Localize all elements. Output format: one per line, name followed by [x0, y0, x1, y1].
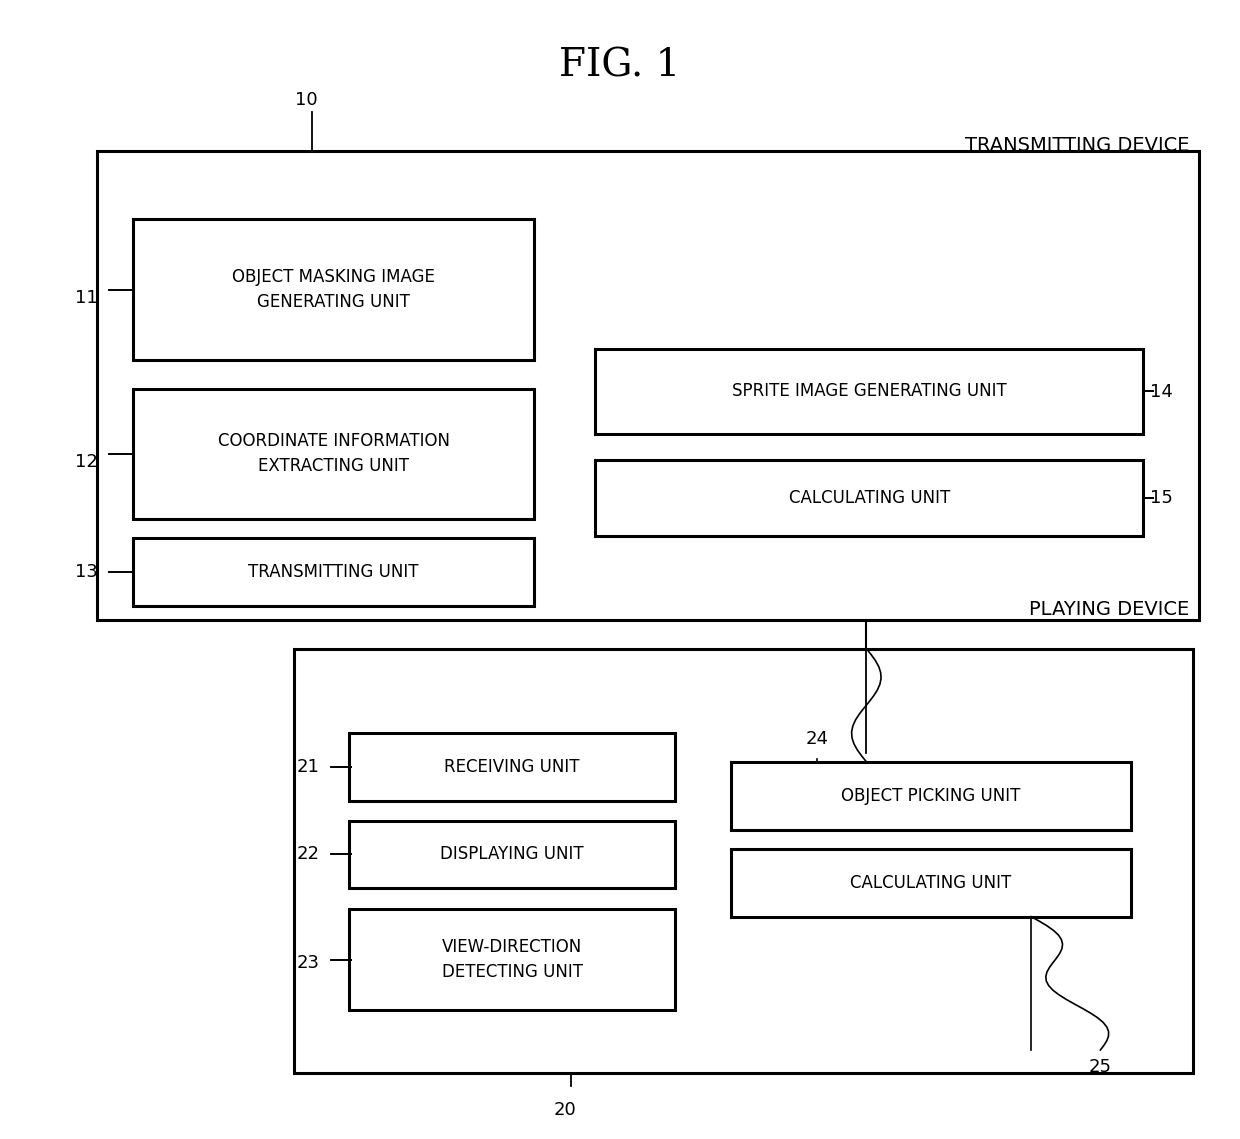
Text: PLAYING DEVICE: PLAYING DEVICE — [1029, 599, 1189, 618]
Text: 10: 10 — [295, 91, 317, 109]
Text: COORDINATE INFORMATION
EXTRACTING UNIT: COORDINATE INFORMATION EXTRACTING UNIT — [218, 432, 450, 475]
Text: DISPLAYING UNIT: DISPLAYING UNIT — [440, 845, 584, 863]
Text: 23: 23 — [296, 954, 320, 972]
Bar — [730, 849, 1131, 917]
Bar — [97, 151, 1199, 621]
Text: 11: 11 — [76, 289, 98, 308]
Text: 20: 20 — [553, 1101, 575, 1118]
Text: 13: 13 — [76, 563, 98, 581]
Bar — [348, 909, 676, 1010]
Text: OBJECT PICKING UNIT: OBJECT PICKING UNIT — [841, 787, 1021, 804]
Bar — [730, 762, 1131, 829]
Text: FIG. 1: FIG. 1 — [559, 48, 681, 84]
Text: SPRITE IMAGE GENERATING UNIT: SPRITE IMAGE GENERATING UNIT — [732, 383, 1007, 401]
Text: TRANSMITTING DEVICE: TRANSMITTING DEVICE — [965, 136, 1189, 155]
Bar — [294, 648, 1193, 1073]
Text: 24: 24 — [806, 730, 828, 748]
Text: 15: 15 — [1151, 490, 1173, 507]
Text: CALCULATING UNIT: CALCULATING UNIT — [851, 874, 1012, 892]
Bar — [595, 349, 1143, 434]
Text: OBJECT MASKING IMAGE
GENERATING UNIT: OBJECT MASKING IMAGE GENERATING UNIT — [232, 268, 435, 311]
Text: 25: 25 — [1089, 1058, 1112, 1076]
Text: TRANSMITTING UNIT: TRANSMITTING UNIT — [248, 563, 419, 581]
Text: RECEIVING UNIT: RECEIVING UNIT — [444, 759, 580, 777]
Bar — [348, 734, 676, 802]
Text: 21: 21 — [296, 759, 320, 777]
Text: 14: 14 — [1151, 383, 1173, 401]
Bar — [134, 538, 533, 606]
Bar — [134, 388, 533, 518]
Bar — [595, 460, 1143, 535]
Text: CALCULATING UNIT: CALCULATING UNIT — [789, 489, 950, 507]
Text: 22: 22 — [296, 845, 320, 863]
Bar — [134, 219, 533, 360]
Text: 12: 12 — [76, 453, 98, 472]
Bar — [348, 820, 676, 888]
Text: VIEW-DIRECTION
DETECTING UNIT: VIEW-DIRECTION DETECTING UNIT — [441, 939, 583, 981]
